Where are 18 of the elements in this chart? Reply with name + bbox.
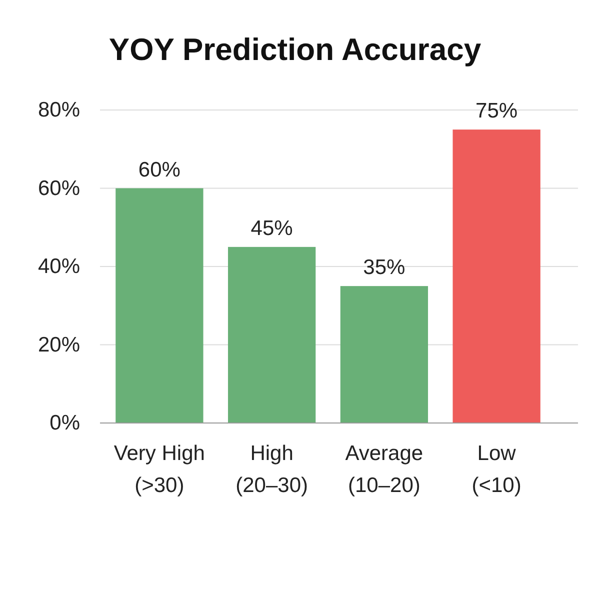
y-tick-label: 0%: [50, 412, 80, 435]
x-tick-label: Average (10–20): [345, 442, 424, 497]
y-tick-label: 20%: [38, 333, 80, 356]
x-tick-label: Low (<10): [472, 442, 522, 497]
data-label: 45%: [250, 216, 293, 240]
bar: [340, 286, 428, 423]
data-label: 35%: [363, 256, 406, 280]
y-tick-label: 60%: [38, 176, 80, 200]
y-tick-label: 40%: [38, 255, 80, 278]
data-label: 60%: [138, 158, 180, 182]
x-tick-label: High (20–30): [236, 442, 308, 497]
y-tick-label: 80%: [38, 98, 80, 122]
x-tick-label: Very High (>30): [114, 442, 205, 497]
bar: [228, 246, 316, 423]
data-label: 75%: [476, 100, 518, 123]
bar: [116, 188, 204, 423]
bar: [452, 130, 540, 423]
chart-title: YOY Prediction Accuracy: [108, 32, 482, 67]
